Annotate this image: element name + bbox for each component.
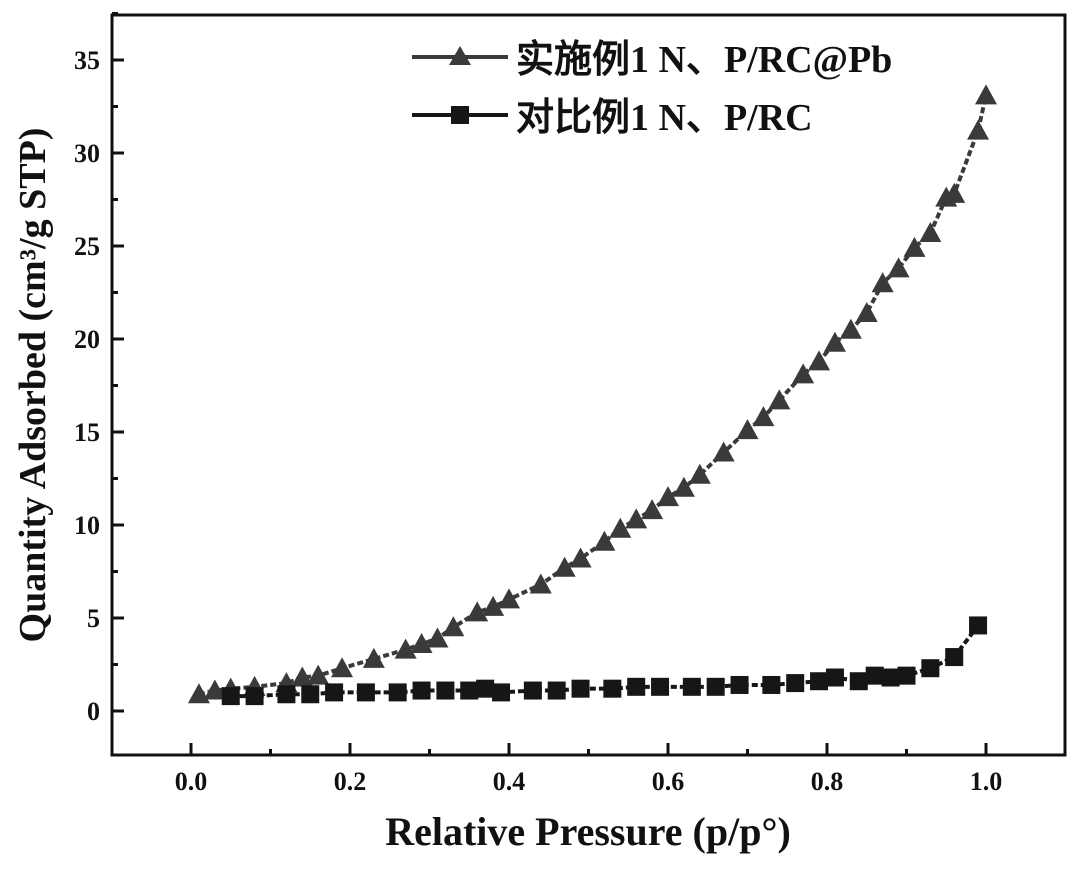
- x-tick-label: 0.0: [175, 767, 208, 796]
- data-point-triangle: [967, 119, 990, 140]
- data-point-triangle: [394, 638, 417, 659]
- x-axis-label: Relative Pressure (p/p°): [385, 809, 791, 854]
- data-point-triangle: [752, 406, 775, 427]
- data-point-square: [651, 677, 670, 696]
- data-point-triangle: [823, 331, 846, 352]
- data-point-triangle: [553, 556, 576, 577]
- data-point-triangle: [903, 236, 926, 257]
- data-point-triangle: [291, 666, 314, 687]
- data-point-triangle: [641, 499, 664, 520]
- data-point-triangle: [887, 257, 910, 278]
- data-point-square: [825, 668, 844, 687]
- data-point-triangle: [943, 182, 966, 203]
- y-tick-label: 0: [87, 697, 100, 726]
- data-point-square: [786, 674, 805, 693]
- data-point-square: [325, 683, 344, 702]
- data-point-square: [730, 675, 749, 694]
- data-point-square: [571, 679, 590, 698]
- data-point-square: [849, 672, 868, 691]
- data-point-square: [921, 659, 940, 678]
- y-tick-label: 10: [74, 511, 100, 540]
- data-point-square: [523, 681, 542, 700]
- data-point-triangle: [410, 633, 433, 654]
- data-point-square: [476, 679, 495, 698]
- data-point-triangle: [362, 647, 385, 668]
- data-point-triangle: [975, 84, 997, 105]
- data-point-triangle: [712, 441, 735, 462]
- y-tick-label: 30: [74, 139, 100, 168]
- legend-label-0: 实施例1 N、P/RC@Pb: [516, 39, 892, 81]
- data-point-square: [810, 672, 829, 691]
- legend-label-1: 对比例1 N、P/RC: [516, 97, 813, 139]
- data-point-triangle: [792, 363, 815, 384]
- data-point-triangle: [919, 221, 942, 242]
- data-point-triangle: [466, 601, 489, 622]
- x-tick-label: 0.4: [493, 767, 526, 796]
- data-point-triangle: [609, 517, 632, 538]
- data-point-square: [277, 685, 296, 704]
- data-point-triangle: [672, 476, 695, 497]
- y-tick-label: 20: [74, 325, 100, 354]
- data-point-square: [603, 679, 622, 698]
- x-tick-label: 0.8: [811, 767, 844, 796]
- data-point-triangle: [839, 318, 862, 339]
- data-point-square: [436, 681, 455, 700]
- data-point-triangle: [625, 508, 648, 529]
- data-point-triangle: [529, 573, 552, 594]
- data-point-square: [492, 683, 511, 702]
- data-point-triangle: [442, 616, 465, 637]
- data-point-triangle: [426, 627, 449, 648]
- data-point-square: [245, 687, 264, 706]
- legend: 实施例1 N、P/RC@Pb 对比例1 N、P/RC: [412, 39, 892, 139]
- legend-marker-triangle: [449, 46, 471, 65]
- data-point-triangle: [203, 679, 226, 700]
- data-point-triangle: [569, 547, 592, 568]
- y-tick-label: 35: [74, 46, 100, 75]
- data-point-square: [945, 648, 964, 667]
- data-point-square: [547, 681, 566, 700]
- data-point-square: [221, 687, 240, 706]
- data-point-square: [627, 677, 646, 696]
- data-point-triangle: [498, 588, 520, 609]
- data-point-square: [682, 677, 701, 696]
- data-point-square: [881, 668, 900, 687]
- legend-marker-square: [451, 106, 469, 124]
- y-tick-label: 15: [74, 418, 100, 447]
- data-point-triangle: [855, 301, 878, 322]
- series-line-0: [198, 94, 988, 697]
- data-point-square: [897, 666, 916, 685]
- x-tick-label: 1.0: [970, 767, 1003, 796]
- data-point-triangle: [307, 664, 330, 685]
- data-point-square: [706, 677, 725, 696]
- data-point-triangle: [871, 272, 894, 293]
- data-point-square: [356, 683, 375, 702]
- x-tick-label: 0.2: [334, 767, 367, 796]
- data-point-triangle: [808, 350, 831, 371]
- y-tick-label: 5: [87, 604, 100, 633]
- x-tick-label: 0.6: [652, 767, 685, 796]
- data-point-triangle: [331, 657, 354, 678]
- y-axis-label: Quantity Adsorbed (cm³/g STP): [12, 128, 54, 643]
- data-point-triangle: [657, 486, 679, 507]
- data-point-triangle: [736, 419, 759, 440]
- data-point-triangle: [593, 530, 616, 551]
- data-point-square: [865, 666, 884, 685]
- data-point-square: [460, 681, 479, 700]
- data-point-triangle: [187, 683, 210, 704]
- data-point-square: [969, 616, 988, 635]
- data-point-triangle: [482, 595, 505, 616]
- data-point-triangle: [688, 463, 711, 484]
- data-point-triangle: [768, 389, 791, 410]
- data-point-square: [412, 681, 431, 700]
- data-point-square: [388, 683, 407, 702]
- data-point-square: [762, 675, 781, 694]
- y-tick-label: 25: [74, 232, 100, 261]
- data-point-square: [301, 685, 320, 704]
